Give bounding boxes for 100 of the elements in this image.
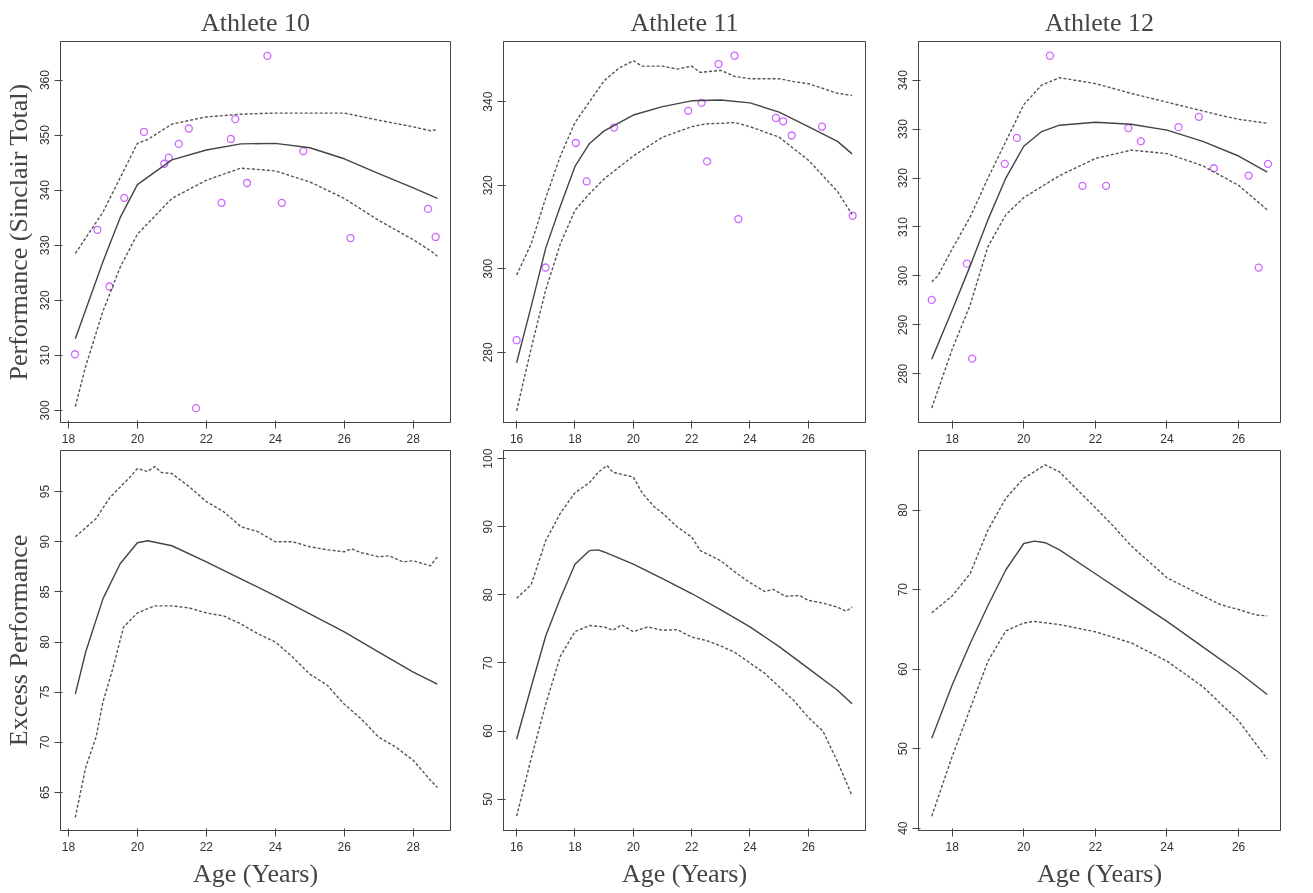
y-tick-label: 300 <box>38 400 53 421</box>
y-tick-label: 50 <box>896 741 911 756</box>
point <box>582 177 591 186</box>
chart-title: Athlete 12 <box>1044 7 1155 37</box>
point <box>714 59 723 69</box>
point <box>1254 263 1263 272</box>
x-tick-label: 26 <box>1231 431 1246 446</box>
line-series <box>74 142 439 340</box>
line-series <box>74 167 439 408</box>
y-tick-label: 60 <box>481 724 496 738</box>
line-series <box>74 465 439 567</box>
point <box>779 117 788 126</box>
point <box>120 193 129 203</box>
x-tick-label: 28 <box>406 431 421 446</box>
x-tick-label: 22 <box>684 839 699 854</box>
y-tick-label: 330 <box>38 234 53 256</box>
y-tick-label: 290 <box>896 314 911 335</box>
point <box>299 146 308 156</box>
point <box>139 127 149 136</box>
line-series <box>74 605 439 819</box>
point <box>962 259 971 268</box>
y-tick-label: 80 <box>896 503 911 517</box>
x-axis-title: Age (Years) <box>1036 858 1163 888</box>
x-tick-label: 26 <box>1231 839 1246 854</box>
point <box>734 214 743 224</box>
x-tick-label: 22 <box>684 431 699 446</box>
x-tick-label: 18 <box>61 431 76 446</box>
point <box>697 98 706 108</box>
x-tick-label: 20 <box>1017 839 1031 854</box>
point <box>242 178 252 188</box>
point <box>1194 112 1204 122</box>
x-tick-label: 26 <box>801 431 816 446</box>
y-tick-label: 80 <box>481 587 496 602</box>
line-series <box>515 99 853 364</box>
y-tick-label: 340 <box>481 91 496 112</box>
x-tick-label: 20 <box>626 431 641 446</box>
y-tick-label: 280 <box>896 363 911 384</box>
x-axis-title: Age (Years) <box>192 858 319 888</box>
x-tick-label: 20 <box>1017 431 1031 446</box>
point <box>1012 133 1022 143</box>
point <box>93 225 102 234</box>
line-series <box>931 121 1268 360</box>
x-tick-label: 18 <box>568 431 582 446</box>
x-tick-label: 22 <box>199 839 214 854</box>
x-tick-label: 22 <box>199 431 214 446</box>
point <box>609 123 619 132</box>
y-axis-title: Excess Performance <box>3 534 33 747</box>
line-series <box>515 60 853 276</box>
x-tick-label: 24 <box>743 431 757 446</box>
x-axis-title: Age (Years) <box>621 858 748 888</box>
x-tick-label: 24 <box>1160 839 1174 854</box>
point <box>191 404 201 413</box>
x-tick-label: 24 <box>1160 431 1174 446</box>
point <box>1045 51 1055 60</box>
point <box>231 114 240 124</box>
y-tick-label: 320 <box>896 167 911 189</box>
y-tick-label: 310 <box>896 216 911 237</box>
point <box>1174 123 1183 132</box>
line-series <box>931 149 1268 409</box>
y-tick-label: 70 <box>896 582 911 597</box>
line-series <box>931 464 1268 617</box>
line-series <box>515 624 853 817</box>
point <box>1000 159 1009 168</box>
point <box>70 350 80 359</box>
point <box>160 159 169 168</box>
point <box>1078 181 1087 191</box>
y-tick-label: 360 <box>38 69 53 91</box>
x-tick-label: 24 <box>743 839 757 854</box>
point <box>817 122 827 131</box>
point <box>217 198 226 207</box>
point <box>1136 137 1146 146</box>
y-tick-label: 70 <box>481 655 496 670</box>
y-tick-label: 340 <box>896 69 911 91</box>
point <box>702 157 712 166</box>
point <box>571 138 580 148</box>
y-tick-label: 70 <box>38 735 53 749</box>
point <box>787 131 796 140</box>
point <box>927 295 936 305</box>
y-tick-label: 330 <box>896 118 911 140</box>
point <box>105 282 114 291</box>
y-tick-label: 340 <box>38 179 53 201</box>
y-tick-label: 320 <box>481 174 496 196</box>
line-series <box>515 464 853 612</box>
x-tick-label: 18 <box>568 839 582 854</box>
y-tick-label: 320 <box>38 289 53 311</box>
point <box>174 139 183 149</box>
y-tick-label: 280 <box>481 341 496 363</box>
y-tick-label: 60 <box>896 662 911 676</box>
point <box>226 134 235 144</box>
point <box>968 354 977 363</box>
y-tick-label: 90 <box>481 519 496 534</box>
x-tick-label: 28 <box>406 839 421 854</box>
point <box>184 124 193 133</box>
point <box>771 113 781 123</box>
x-tick-label: 18 <box>945 839 960 854</box>
x-tick-label: 26 <box>337 839 352 854</box>
x-tick-label: 20 <box>130 431 145 446</box>
x-tick-label: 22 <box>1088 431 1103 446</box>
point <box>541 263 550 272</box>
y-tick-label: 80 <box>38 635 53 649</box>
